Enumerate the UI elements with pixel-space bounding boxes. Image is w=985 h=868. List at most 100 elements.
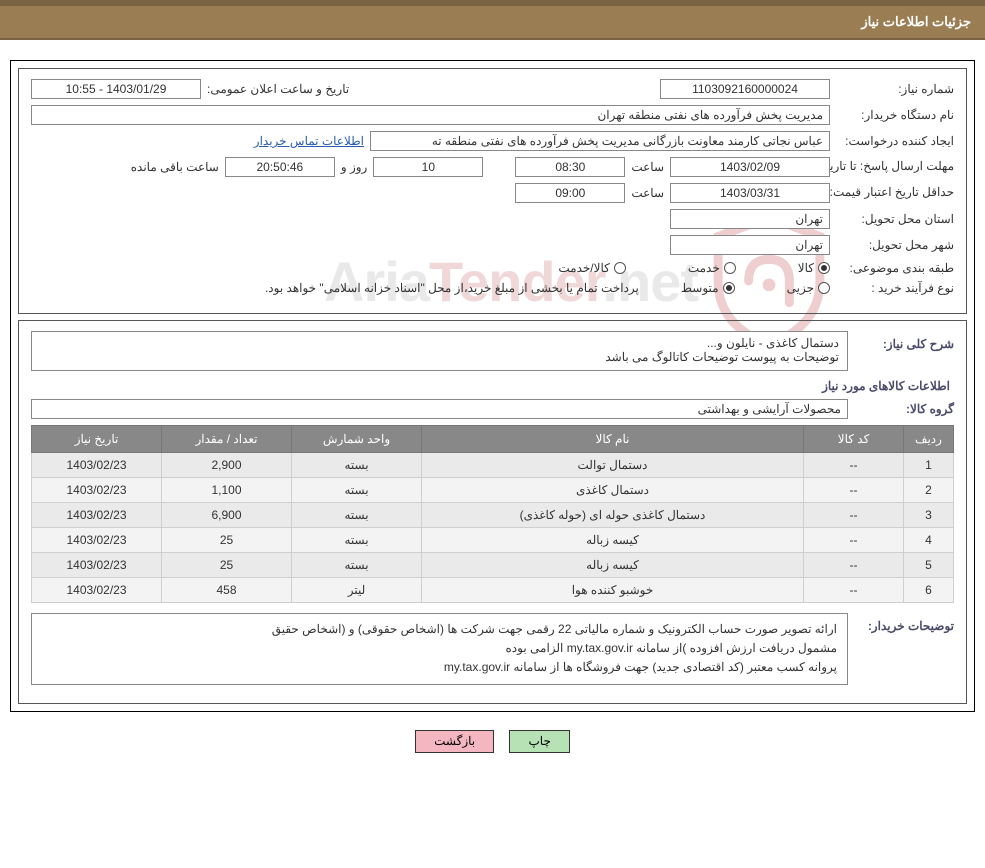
requester-value: عباس نجاتی کارمند معاونت بازرگانی مدیریت… xyxy=(370,131,830,151)
radio-goods-circle xyxy=(818,262,830,274)
table-row: 6--خوشبو کننده هوالیتر4581403/02/23 xyxy=(32,578,954,603)
radio-medium-circle xyxy=(723,282,735,294)
buyer-org-label: نام دستگاه خریدار: xyxy=(836,108,954,122)
table-cell: -- xyxy=(804,453,904,478)
table-row: 5--کیسه زبالهبسته251403/02/23 xyxy=(32,553,954,578)
table-header-row: ردیف کد کالا نام کالا واحد شمارش تعداد /… xyxy=(32,426,954,453)
city-value: تهران xyxy=(670,235,830,255)
radio-medium[interactable]: متوسط xyxy=(681,281,735,295)
radio-service[interactable]: خدمت xyxy=(688,261,736,275)
process-label: نوع فرآیند خرید : xyxy=(836,281,954,295)
radio-goods-service[interactable]: کالا/خدمت xyxy=(558,261,625,275)
deadline-time-label: ساعت xyxy=(631,160,664,174)
table-cell: دستمال توالت xyxy=(422,453,804,478)
table-cell: -- xyxy=(804,578,904,603)
table-cell: -- xyxy=(804,503,904,528)
table-cell: خوشبو کننده هوا xyxy=(422,578,804,603)
validity-time-label: ساعت xyxy=(631,186,664,200)
table-cell: 1403/02/23 xyxy=(32,478,162,503)
table-cell: 2,900 xyxy=(162,453,292,478)
need-number-label: شماره نیاز: xyxy=(836,82,954,96)
items-section: شرح کلی نیاز: دستمال کاغذی - نایلون و...… xyxy=(18,320,967,704)
table-cell: 3 xyxy=(904,503,954,528)
category-label: طبقه بندی موضوعی: xyxy=(836,261,954,275)
radio-goods-service-circle xyxy=(614,262,626,274)
print-button[interactable]: چاپ xyxy=(509,730,569,753)
table-cell: دستمال کاغذی xyxy=(422,478,804,503)
radio-goods[interactable]: کالا xyxy=(798,261,830,275)
th-date: تاریخ نیاز xyxy=(32,426,162,453)
table-cell: 1403/02/23 xyxy=(32,553,162,578)
table-row: 2--دستمال کاغذیبسته1,1001403/02/23 xyxy=(32,478,954,503)
province-label: استان محل تحویل: xyxy=(836,212,954,226)
table-row: 1--دستمال توالتبسته2,9001403/02/23 xyxy=(32,453,954,478)
table-cell: دستمال کاغذی حوله ای (حوله کاغذی) xyxy=(422,503,804,528)
table-cell: 1403/02/23 xyxy=(32,453,162,478)
days-value: 10 xyxy=(373,157,483,177)
group-value: محصولات آرایشی و بهداشتی xyxy=(31,399,848,419)
days-suffix: روز و xyxy=(341,160,368,174)
th-name: نام کالا xyxy=(422,426,804,453)
deadline-time: 08:30 xyxy=(515,157,625,177)
radio-goods-label: کالا xyxy=(798,261,814,275)
radio-partial[interactable]: جزیی xyxy=(787,281,830,295)
buyer-org-value: مدیریت پخش فرآورده های نفتی منطقه تهران xyxy=(31,105,830,125)
radio-goods-service-label: کالا/خدمت xyxy=(558,261,609,275)
overall-label: شرح کلی نیاز: xyxy=(854,331,954,351)
remaining-suffix: ساعت باقی مانده xyxy=(131,160,219,174)
table-cell: 25 xyxy=(162,553,292,578)
table-cell: 5 xyxy=(904,553,954,578)
table-cell: 6,900 xyxy=(162,503,292,528)
table-cell: 4 xyxy=(904,528,954,553)
table-cell: لیتر xyxy=(292,578,422,603)
table-cell: بسته xyxy=(292,478,422,503)
th-row: ردیف xyxy=(904,426,954,453)
buyer-notes-line3: پروانه کسب معتبر (کد اقتصادی جدید) جهت ف… xyxy=(42,658,837,677)
table-cell: 2 xyxy=(904,478,954,503)
back-button[interactable]: بازگشت xyxy=(415,730,494,753)
th-qty: تعداد / مقدار xyxy=(162,426,292,453)
remaining-time: 20:50:46 xyxy=(225,157,335,177)
buyer-notes-line2: مشمول دریافت ارزش افزوده )از سامانه my.t… xyxy=(42,639,837,658)
need-number-value: 1103092160000024 xyxy=(660,79,830,99)
page-header: جزئیات اطلاعات نیاز xyxy=(0,0,985,40)
deadline-date: 1403/02/09 xyxy=(670,157,830,177)
table-cell: 6 xyxy=(904,578,954,603)
requester-label: ایجاد کننده درخواست: xyxy=(836,134,954,148)
table-cell: بسته xyxy=(292,453,422,478)
table-cell: 1 xyxy=(904,453,954,478)
items-table: ردیف کد کالا نام کالا واحد شمارش تعداد /… xyxy=(31,425,954,603)
validity-label: حداقل تاریخ اعتبار قیمت: تا تاریخ: xyxy=(836,185,954,201)
table-cell: 1403/02/23 xyxy=(32,578,162,603)
validity-date: 1403/03/31 xyxy=(670,183,830,203)
overall-description: دستمال کاغذی - نایلون و... توضیحات به پی… xyxy=(31,331,848,371)
validity-time: 09:00 xyxy=(515,183,625,203)
buyer-contact-link[interactable]: اطلاعات تماس خریدار xyxy=(254,134,364,148)
buyer-notes-line1: ارائه تصویر صورت حساب الکترونیک و شماره … xyxy=(42,620,837,639)
main-frame: AriaTender.net شماره نیاز: 1103092160000… xyxy=(10,60,975,712)
overall-line2: توضیحات به پیوست توضیحات کاتالوگ می باشد xyxy=(40,350,839,364)
table-cell: 458 xyxy=(162,578,292,603)
table-cell: 1,100 xyxy=(162,478,292,503)
footer-buttons: چاپ بازگشت xyxy=(0,720,985,767)
buyer-notes-label: توضیحات خریدار: xyxy=(854,613,954,633)
city-label: شهر محل تحویل: xyxy=(836,238,954,252)
buyer-notes: ارائه تصویر صورت حساب الکترونیک و شماره … xyxy=(31,613,848,685)
deadline-label: مهلت ارسال پاسخ: تا تاریخ: xyxy=(836,159,954,175)
table-cell: کیسه زباله xyxy=(422,553,804,578)
radio-service-label: خدمت xyxy=(688,261,720,275)
items-title: اطلاعات کالاهای مورد نیاز xyxy=(35,379,950,393)
radio-partial-label: جزیی xyxy=(787,281,814,295)
th-code: کد کالا xyxy=(804,426,904,453)
table-cell: 25 xyxy=(162,528,292,553)
announce-value: 1403/01/29 - 10:55 xyxy=(31,79,201,99)
table-cell: 1403/02/23 xyxy=(32,528,162,553)
table-cell: -- xyxy=(804,553,904,578)
process-note: پرداخت تمام یا بخشی از مبلغ خرید،از محل … xyxy=(265,281,639,295)
table-cell: بسته xyxy=(292,553,422,578)
table-row: 3--دستمال کاغذی حوله ای (حوله کاغذی)بسته… xyxy=(32,503,954,528)
radio-medium-label: متوسط xyxy=(681,281,719,295)
table-cell: بسته xyxy=(292,528,422,553)
table-cell: 1403/02/23 xyxy=(32,503,162,528)
overall-line1: دستمال کاغذی - نایلون و... xyxy=(40,336,839,350)
